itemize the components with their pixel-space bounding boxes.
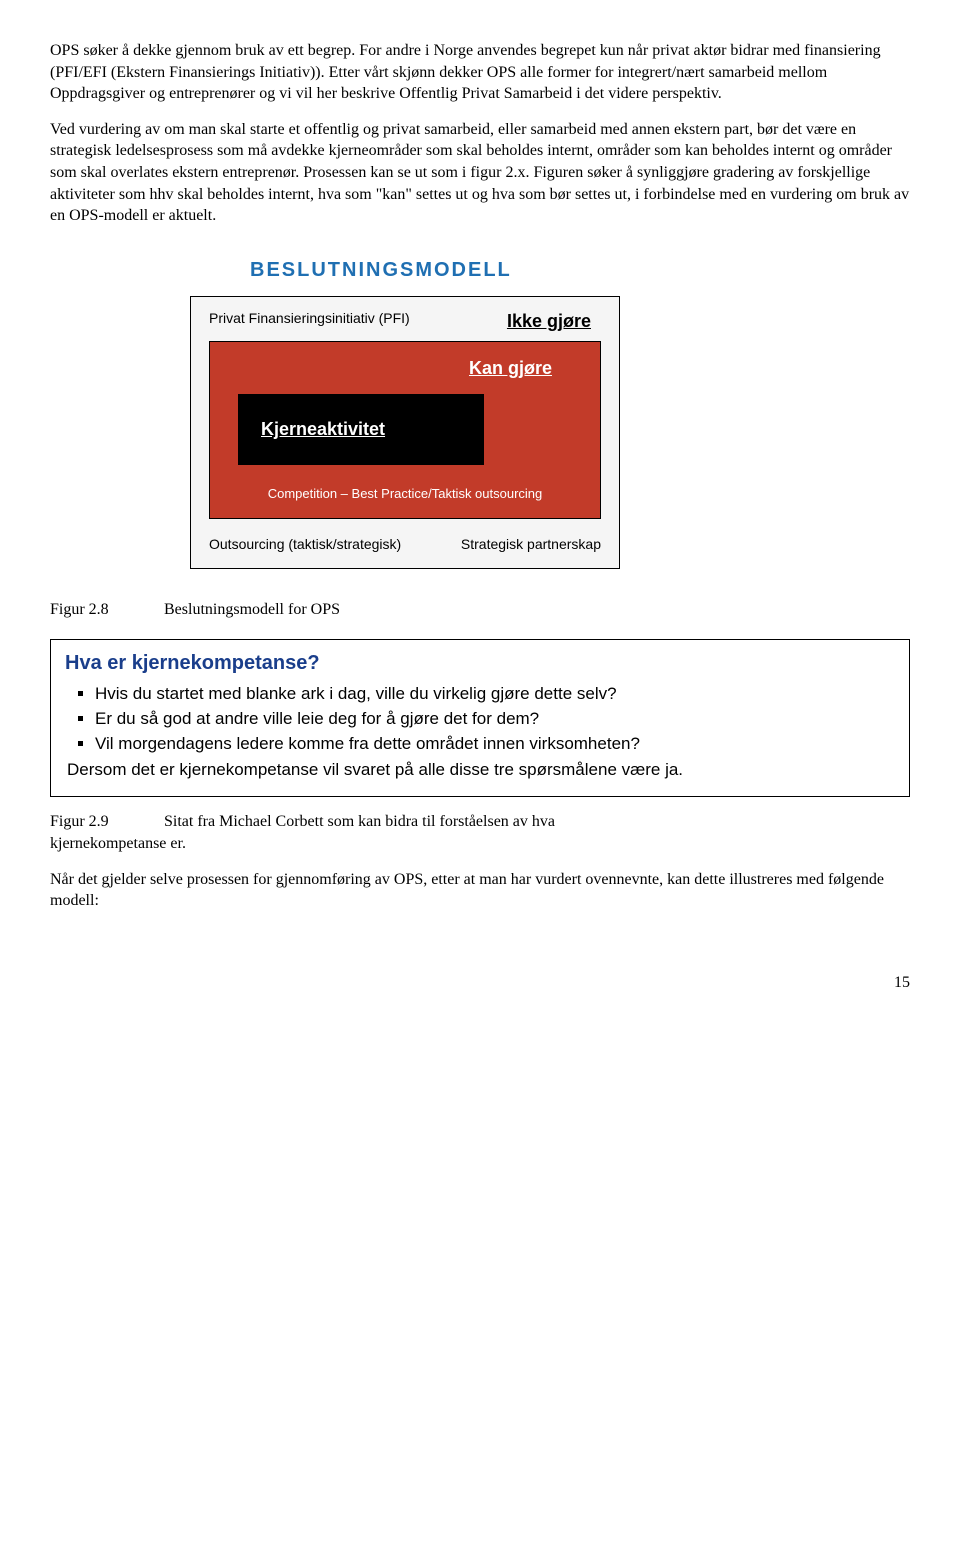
kan-gjore-label: Kan gjøre <box>228 356 552 380</box>
core-competence-title: Hva er kjernekompetanse? <box>65 650 895 677</box>
figure-2-9-label: Figur 2.9 <box>50 811 160 833</box>
core-bullet-2: Er du så god at andre ville leie deg for… <box>95 708 895 731</box>
figure-2-9-text-b: kjernekompetanse er. <box>50 833 910 855</box>
paragraph-2: Ved vurdering av om man skal starte et o… <box>50 119 910 227</box>
diagram-title: BESLUTNINGSMODELL <box>250 257 910 284</box>
figure-2-9-caption: Figur 2.9 Sitat fra Michael Corbett som … <box>50 811 910 833</box>
outsourcing-label: Outsourcing (taktisk/strategisk) <box>209 535 401 554</box>
red-box: Kan gjøre Kjerneaktivitet Competition – … <box>209 341 601 519</box>
decision-model-diagram: BESLUTNINGSMODELL Privat Finansieringsin… <box>190 257 910 569</box>
figure-2-8-caption: Figur 2.8 Beslutningsmodell for OPS <box>50 599 910 621</box>
paragraph-1: OPS søker å dekke gjennom bruk av ett be… <box>50 40 910 105</box>
figure-2-9-text-a: Sitat fra Michael Corbett som kan bidra … <box>164 813 555 830</box>
core-bullet-1: Hvis du startet med blanke ark i dag, vi… <box>95 683 895 706</box>
partnership-label: Strategisk partnerskap <box>461 535 601 554</box>
figure-2-8-text: Beslutningsmodell for OPS <box>164 601 340 618</box>
kjerneaktivitet-box: Kjerneaktivitet <box>238 394 484 464</box>
paragraph-3: Når det gjelder selve prosessen for gjen… <box>50 869 910 912</box>
diagram-outer-box: Privat Finansieringsinitiativ (PFI) Ikke… <box>190 296 620 569</box>
page-number: 15 <box>50 972 910 994</box>
competition-label: Competition – Best Practice/Taktisk outs… <box>228 485 582 503</box>
core-last-line: Dersom det er kjernekompetanse vil svare… <box>67 759 895 782</box>
pfi-label: Privat Finansieringsinitiativ (PFI) <box>209 309 410 328</box>
core-bullet-3: Vil morgendagens ledere komme fra dette … <box>95 733 895 756</box>
ikke-gjore-label: Ikke gjøre <box>507 309 591 333</box>
figure-2-8-label: Figur 2.8 <box>50 599 160 621</box>
core-competence-box: Hva er kjernekompetanse? Hvis du startet… <box>50 639 910 798</box>
